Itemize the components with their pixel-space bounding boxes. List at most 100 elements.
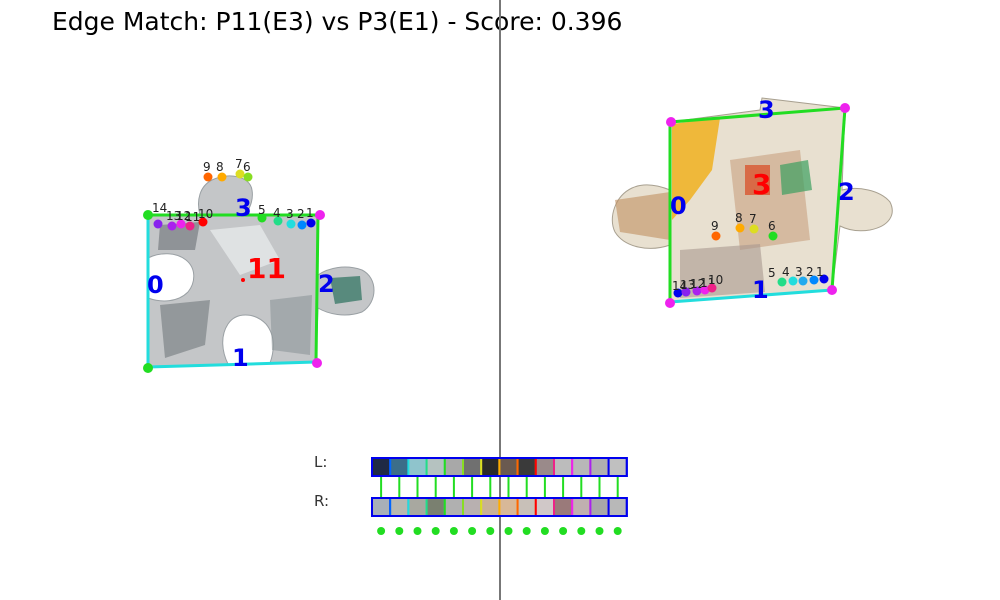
left-sample-point: [167, 221, 177, 231]
left-sample-point-label: 12: [176, 209, 191, 223]
left-sample-point: [217, 172, 227, 182]
right-sample-point-label: 1: [816, 265, 824, 279]
left-swatch: [498, 457, 519, 477]
left-sample-point-label: 13: [166, 209, 181, 223]
right-corner: [665, 298, 675, 308]
right-piece-texture: [672, 118, 720, 220]
right-edge-3-line: [669, 106, 846, 124]
right-sample-point-label: 2: [806, 265, 814, 279]
right-swatch: [534, 497, 555, 517]
left-edge-1-line: [147, 360, 317, 369]
left-swatch: [371, 457, 392, 477]
left-sample-point: [243, 172, 253, 182]
left-sample-point: [273, 216, 283, 226]
right-swatch: [371, 497, 392, 517]
left-sample-point-label: 7: [235, 157, 243, 171]
left-swatch: [607, 457, 628, 477]
right-swatch-frame: [371, 497, 628, 517]
match-indicator-dot: [522, 527, 531, 535]
right-sample-point-label: 7: [749, 212, 757, 226]
left-sample-point: [257, 213, 267, 223]
left-swatch: [480, 457, 501, 477]
match-indicator-dot: [486, 527, 495, 535]
left-sample-point-label: 4: [273, 206, 281, 220]
right-edge-label-0: 0: [670, 192, 687, 220]
right-piece-label: 3: [752, 168, 771, 201]
left-edge-label-3: 3: [235, 194, 252, 222]
left-sample-point: [235, 169, 245, 179]
match-indicator-dot: [377, 527, 386, 535]
right-corner: [827, 285, 837, 295]
right-edge-label-1: 1: [752, 276, 769, 304]
right-sample-point: [673, 288, 683, 298]
left-sample-point-label: 1: [306, 206, 314, 220]
right-sample-point-label: 9: [711, 219, 719, 233]
right-swatch: [443, 497, 464, 517]
left-piece-center-dot: [241, 278, 245, 282]
right-sample-point-label: 4: [782, 265, 790, 279]
match-indicator-dot: [449, 527, 458, 535]
left-piece-texture: [160, 300, 210, 358]
right-piece-texture: [615, 192, 670, 240]
left-sample-point: [176, 219, 186, 229]
right-swatch: [516, 497, 537, 517]
right-row-label: R:: [314, 492, 329, 510]
right-edge-label-2: 2: [838, 178, 855, 206]
left-swatch: [462, 457, 483, 477]
right-piece-texture: [780, 160, 812, 195]
right-piece-texture: [680, 244, 765, 298]
left-sample-point-label: 10: [198, 207, 213, 221]
right-piece-texture: [745, 165, 770, 195]
match-indicator-dot: [613, 527, 622, 535]
match-indicator-dot: [577, 527, 586, 535]
left-sample-point-label: 6: [243, 160, 251, 174]
match-indicator-dot: [431, 527, 440, 535]
swatch-rows: [371, 457, 628, 535]
left-sample-point: [198, 217, 208, 227]
right-sample-point: [809, 275, 819, 285]
left-sample-point: [297, 220, 307, 230]
match-indicator-dot: [504, 527, 513, 535]
right-swatch: [407, 497, 428, 517]
right-sample-point: [692, 286, 702, 296]
left-sample-point-label: 9: [203, 160, 211, 174]
left-swatch: [516, 457, 537, 477]
left-corner: [315, 210, 325, 220]
right-swatch: [553, 497, 574, 517]
right-swatch: [498, 497, 519, 517]
right-corner: [840, 103, 850, 113]
left-sample-point-label: 8: [216, 160, 224, 174]
match-indicator-dot: [413, 527, 422, 535]
left-sample-point: [185, 221, 195, 231]
left-corner: [143, 363, 153, 373]
left-corner: [143, 210, 153, 220]
match-indicator-dot: [468, 527, 477, 535]
right-edge-2-line: [830, 107, 847, 291]
right-corner: [666, 117, 676, 127]
right-sample-point-label: 10: [708, 273, 723, 287]
right-sample-point: [788, 276, 798, 286]
left-piece-texture: [210, 225, 280, 275]
left-swatch: [443, 457, 464, 477]
right-edge-label-3: 3: [758, 96, 775, 124]
left-piece-texture: [270, 295, 312, 355]
right-sample-point-label: 5: [768, 266, 776, 280]
left-swatch: [389, 457, 410, 477]
left-edge-label-0: 0: [147, 271, 164, 299]
right-edge-1-line: [669, 288, 833, 304]
left-sample-point-label: 14: [152, 201, 167, 215]
left-edge-label-1: 1: [232, 344, 249, 372]
right-sample-point: [768, 231, 778, 241]
left-sample-point: [286, 219, 296, 229]
right-sample-point: [749, 224, 759, 234]
right-sample-point-label: 3: [795, 265, 803, 279]
left-sample-point-label: 5: [258, 203, 266, 217]
left-sample-point: [153, 219, 163, 229]
right-sample-point: [819, 274, 829, 284]
left-corner: [312, 358, 322, 368]
match-indicator-dot: [540, 527, 549, 535]
left-swatch: [407, 457, 428, 477]
